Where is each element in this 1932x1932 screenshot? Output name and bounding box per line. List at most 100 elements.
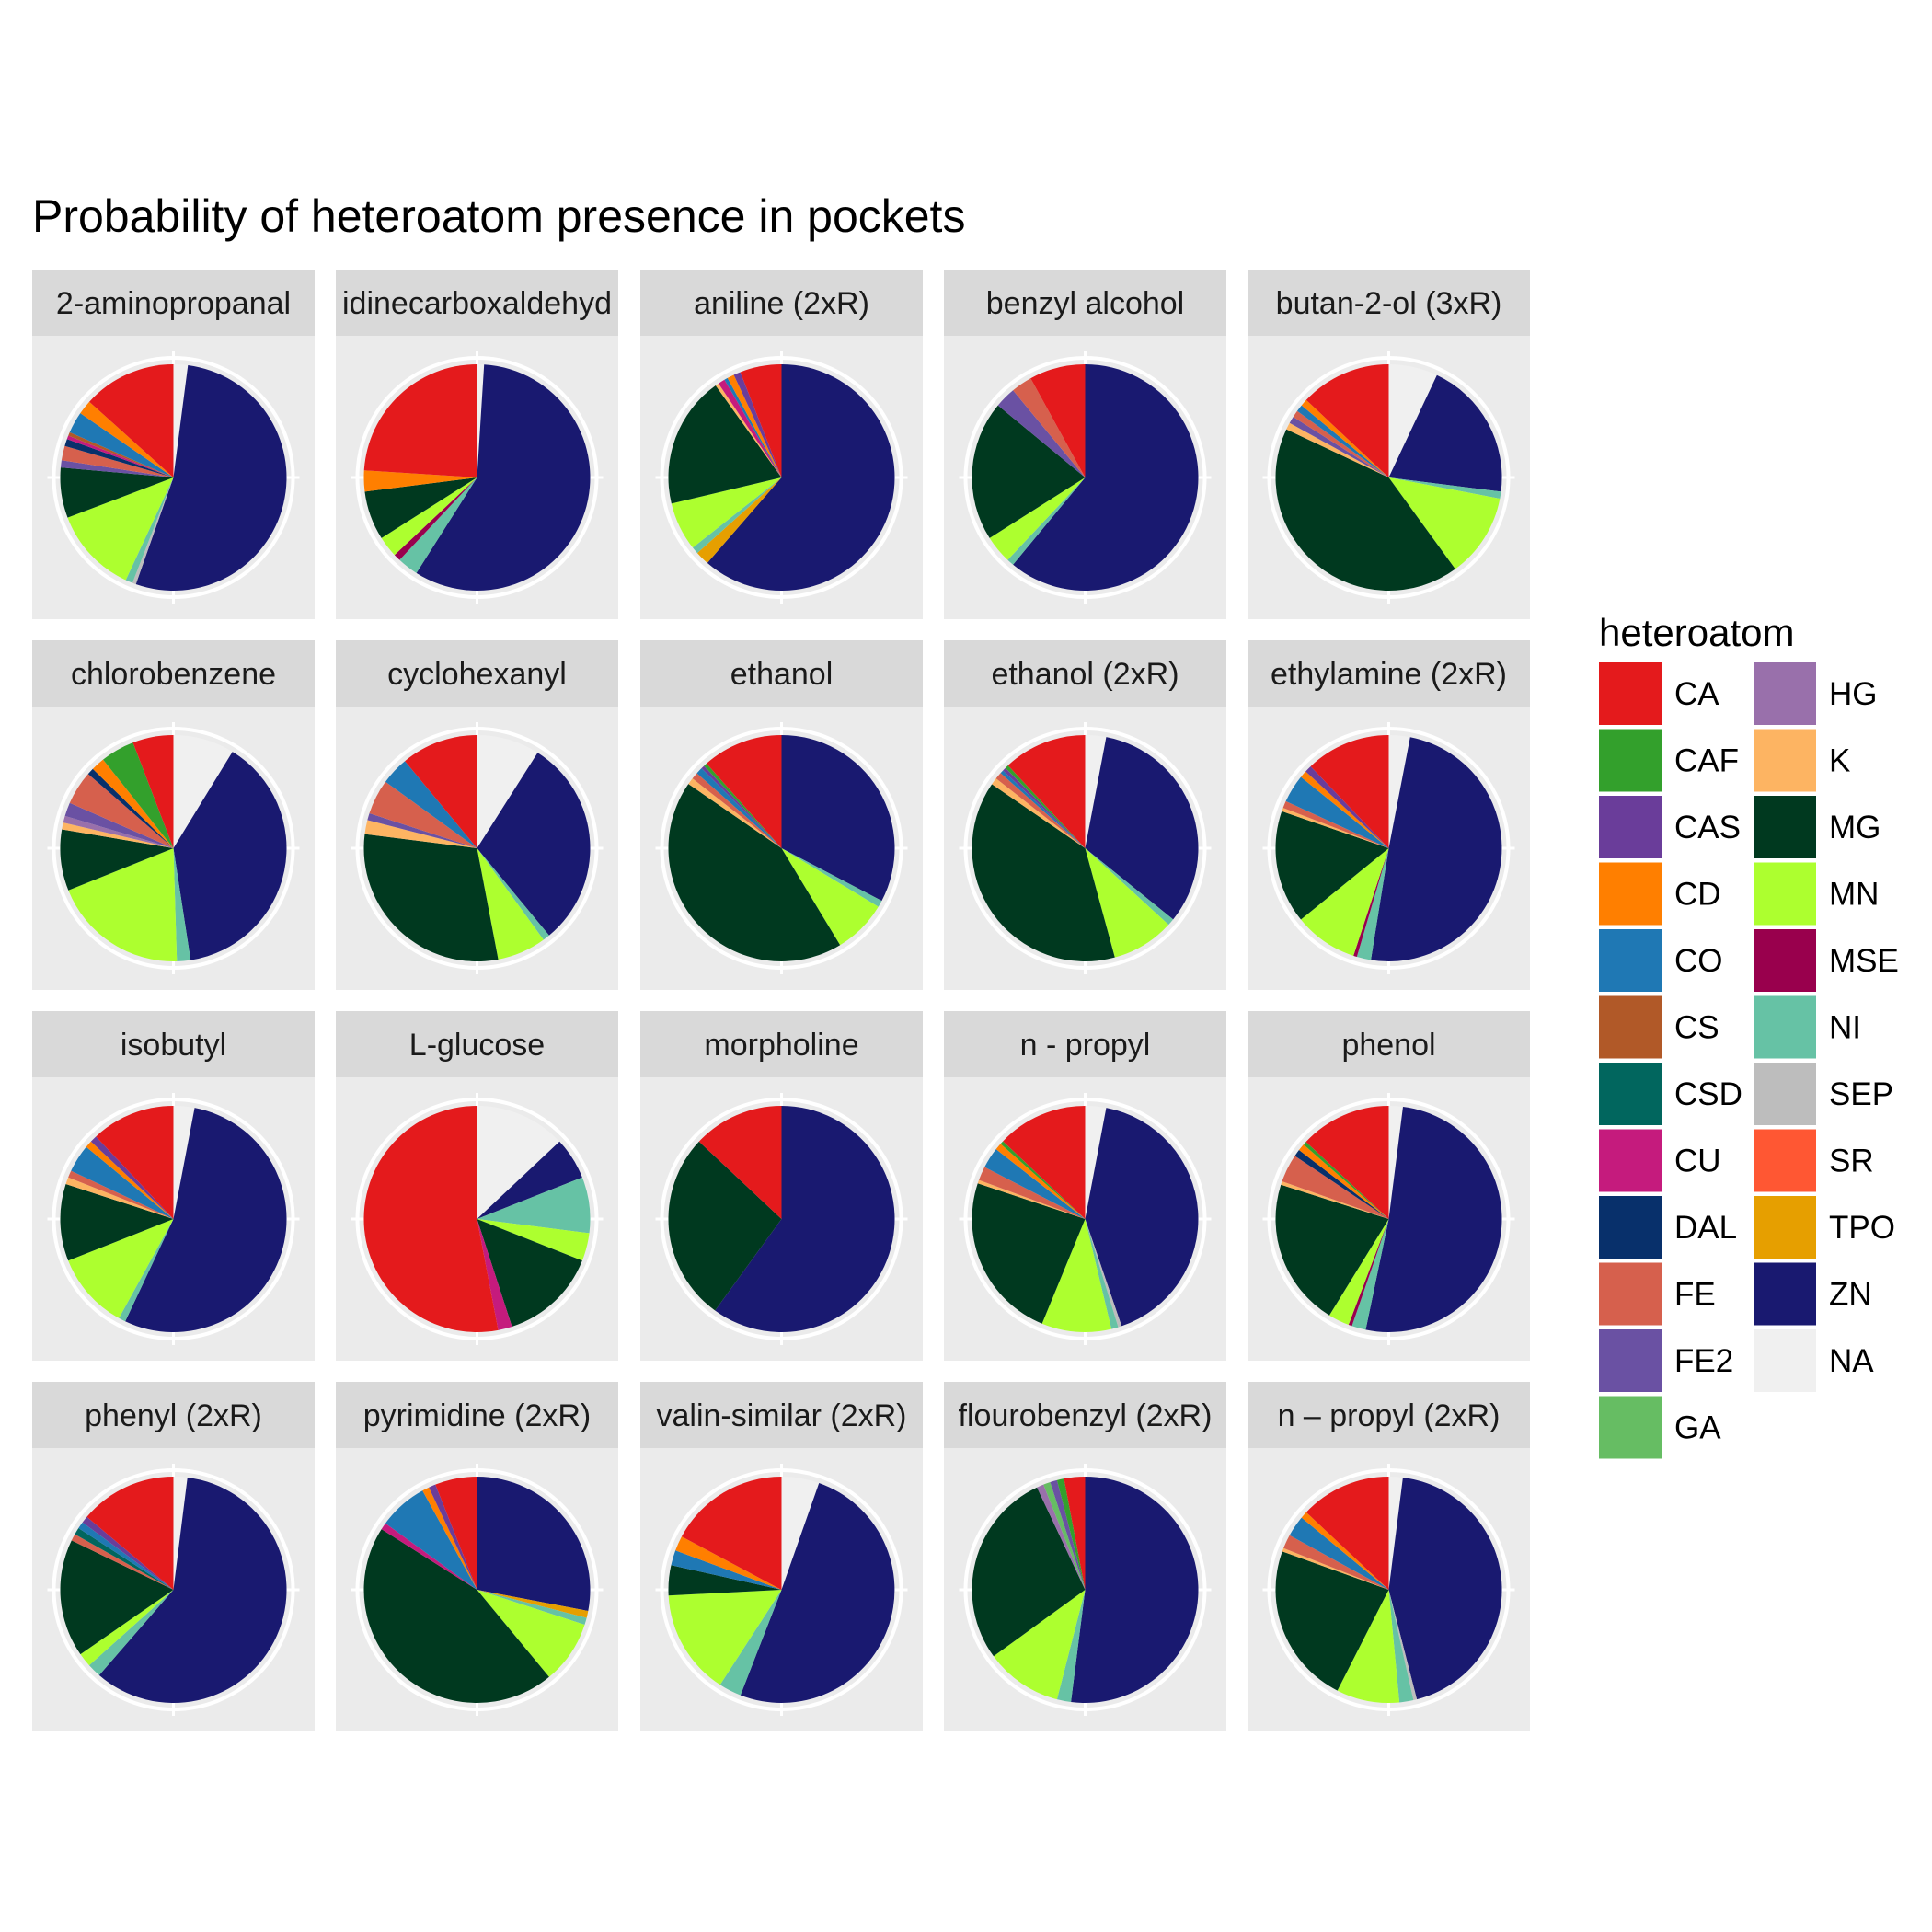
slice-cu xyxy=(718,379,782,477)
slice-ca xyxy=(96,1106,174,1219)
facet-strip xyxy=(32,270,315,336)
legend-item-zn: ZN xyxy=(1754,1262,1872,1326)
facet-ethanol-2xr: ethanol (2xR) xyxy=(944,640,1226,990)
slice-cd xyxy=(1301,771,1389,848)
legend-item-ca: CA xyxy=(1599,662,1719,725)
slice-mg xyxy=(972,1183,1086,1324)
facet-title: isobutyl xyxy=(121,1028,226,1063)
legend-item-sr: SR xyxy=(1754,1129,1874,1192)
slice-ni xyxy=(1388,477,1501,500)
slice-ni xyxy=(1056,1590,1086,1703)
slice-cas xyxy=(90,1136,174,1219)
slice-mn xyxy=(989,477,1086,560)
slice-mn xyxy=(1041,1219,1112,1333)
slice-caf xyxy=(1000,1141,1086,1219)
legend-item-k: K xyxy=(1754,729,1850,792)
facet-n-propyl-2xr: n – propyl (2xR) xyxy=(1248,1382,1530,1731)
slice-hg xyxy=(1037,1484,1086,1590)
slice-mg xyxy=(972,784,1115,961)
slice-ca xyxy=(435,1477,477,1590)
legend-label: SEP xyxy=(1829,1076,1893,1112)
facet-butan-2-ol-3xr: butan-2-ol (3xR) xyxy=(1248,270,1530,619)
slice-k xyxy=(715,383,782,477)
slice-sep xyxy=(1388,1590,1418,1701)
facet-title: aniline (2xR) xyxy=(694,286,869,321)
slice-csd xyxy=(75,1528,174,1590)
facet-title: ethylamine (2xR) xyxy=(1271,657,1507,692)
legend-key xyxy=(1599,929,1662,992)
slice-ca xyxy=(1305,1477,1389,1590)
slice-na xyxy=(781,1477,820,1590)
slice-fe xyxy=(1282,800,1389,848)
facet-pyrimidine-2xr: pyrimidine (2xR) xyxy=(336,1382,618,1731)
slice-zn xyxy=(781,735,895,902)
legend-title: heteroatom xyxy=(1599,611,1794,654)
slice-dal xyxy=(64,439,174,477)
slice-sep xyxy=(1085,1219,1122,1328)
slice-co xyxy=(1000,770,1086,848)
slice-fe xyxy=(369,781,477,848)
legend-key xyxy=(1599,662,1662,725)
legend-item-na: NA xyxy=(1754,1329,1874,1392)
legend-item-dal: DAL xyxy=(1599,1196,1737,1259)
slice-ni xyxy=(1085,1219,1119,1329)
facet-cyclohexanyl: cyclohexanyl xyxy=(336,640,618,990)
slice-ca xyxy=(363,1106,499,1332)
legend-label: MN xyxy=(1829,877,1879,913)
facet-title: morpholine xyxy=(704,1028,858,1063)
slice-co xyxy=(78,1522,174,1590)
slice-mn xyxy=(1337,1590,1400,1703)
slice-mg xyxy=(1275,429,1455,591)
legend-label: CSD xyxy=(1674,1076,1742,1112)
legend-key xyxy=(1599,1329,1662,1392)
slice-zn xyxy=(1071,1477,1199,1704)
slice-ca xyxy=(1064,1477,1086,1590)
legend-key xyxy=(1599,1196,1662,1259)
slice-fe2 xyxy=(1289,417,1389,477)
slice-fe2 xyxy=(1050,1479,1086,1590)
facet-strip xyxy=(944,1011,1226,1077)
facet-strip xyxy=(336,640,618,707)
slice-na xyxy=(173,1106,195,1219)
slice-fe2 xyxy=(997,390,1086,477)
slice-co xyxy=(1285,776,1389,848)
facet-chlorobenzene: chlorobenzene xyxy=(32,640,315,990)
slice-mg xyxy=(60,829,174,891)
facet-strip xyxy=(944,270,1226,336)
slice-ni xyxy=(1388,1590,1414,1703)
slice-mg xyxy=(668,385,782,504)
legend-key xyxy=(1754,1329,1816,1392)
slice-ca xyxy=(681,1477,782,1590)
slice-co xyxy=(671,1550,782,1590)
slice-cu xyxy=(381,1523,477,1590)
slice-na xyxy=(1388,1106,1403,1219)
slice-zn xyxy=(1085,1108,1199,1327)
slice-zn xyxy=(173,752,287,960)
slice-co xyxy=(1289,1517,1389,1590)
legend-label: MG xyxy=(1829,810,1880,845)
facet-strip xyxy=(1248,1011,1530,1077)
slice-ni xyxy=(119,1219,174,1322)
legend-item-co: CO xyxy=(1599,929,1723,992)
slice-cas xyxy=(429,1484,477,1590)
slice-zn xyxy=(477,1477,591,1612)
legend-item-mn: MN xyxy=(1754,862,1879,926)
slice-k xyxy=(62,822,174,848)
legend-item-fe: FE xyxy=(1599,1262,1716,1326)
facet-strip xyxy=(32,1382,315,1448)
slice-mg xyxy=(60,1540,174,1655)
facet-title: chlorobenzene xyxy=(71,657,276,692)
legend-key xyxy=(1599,995,1662,1059)
slice-tpo xyxy=(696,477,782,563)
slice-mn xyxy=(68,848,178,961)
slice-mg xyxy=(972,405,1086,538)
slice-cd xyxy=(86,1141,174,1219)
legend-label: CO xyxy=(1674,943,1723,979)
slice-ca xyxy=(740,364,782,477)
chart-title: Probability of heteroatom presence in po… xyxy=(32,190,965,242)
facet-strip xyxy=(1248,640,1530,707)
legend-label: TPO xyxy=(1829,1210,1895,1246)
facet-title: L-glucose xyxy=(409,1028,545,1063)
slice-mg xyxy=(668,1141,782,1311)
slice-co xyxy=(696,768,782,848)
